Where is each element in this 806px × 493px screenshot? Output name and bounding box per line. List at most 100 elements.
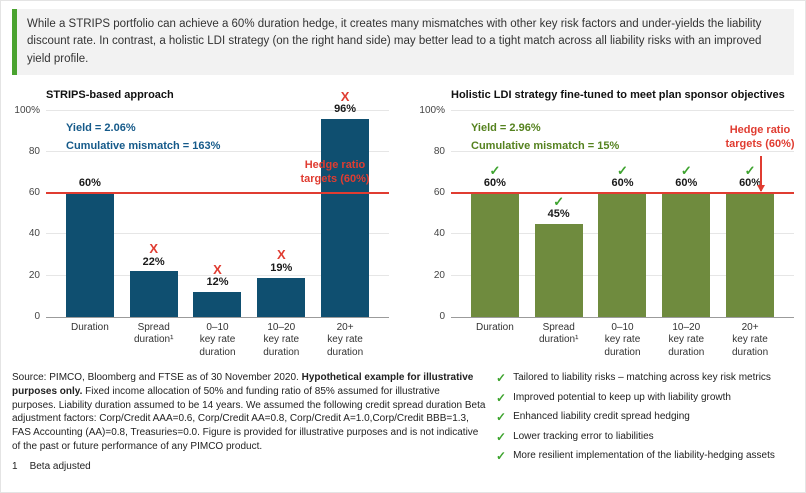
bar-annotation: ✓ 60% — [455, 164, 535, 191]
check-mark-icon: ✓ — [617, 162, 628, 178]
x-axis-label: 20+ key rate duration — [732, 321, 769, 358]
x-axis-label: Duration — [70, 321, 109, 333]
gridline — [451, 150, 794, 152]
x-axis-label: 10–20 key rate duration — [263, 321, 300, 358]
benefit-item: ✓ Improved potential to keep up with liab… — [496, 392, 794, 405]
mismatch-annotation: Cumulative mismatch = 15% — [471, 140, 620, 153]
hedge-ratio-label: Hedge ratio targets (60%) — [300, 158, 370, 185]
intro-text: While a STRIPS portfolio can achieve a 6… — [27, 18, 762, 65]
chart-annotations: Yield = 2.96% Cumulative mismatch = 15% — [471, 119, 619, 156]
benefit-text: Improved potential to keep up with liabi… — [513, 391, 731, 403]
bar-annotation: 60% — [50, 177, 130, 191]
check-mark-icon: ✓ — [744, 162, 756, 178]
benefit-text: More resilient implementation of the lia… — [513, 450, 775, 462]
x-mark-icon: X — [340, 88, 350, 104]
bar-value-label: 45% — [547, 208, 570, 221]
x-axis-labels: Duration Spread duration¹ 0–10 key rate du… — [46, 322, 389, 360]
bars-row: 60% X 22% X 12% X 19% X 96% — [46, 89, 389, 317]
y-tick-label: 20 — [433, 269, 445, 281]
bar-value-label: 96% — [334, 103, 357, 116]
benefit-text: Lower tracking error to liabilities — [513, 430, 654, 442]
yield-annotation: Yield = 2.96% — [471, 121, 541, 134]
x-axis-label: Duration — [475, 321, 514, 333]
gridline — [46, 233, 389, 235]
bar — [321, 119, 370, 317]
y-tick-label: 80 — [28, 145, 40, 157]
bar-group: ✓ 45% — [532, 111, 586, 317]
check-icon: ✓ — [496, 371, 507, 386]
strips-chart: STRIPS-based approach 0 20 40 60 80 100% 60% X 2… — [12, 89, 389, 360]
bar — [598, 193, 647, 317]
benefit-item: ✓ More resilient implementation of the li… — [496, 450, 794, 463]
bar-group: X 22% — [127, 111, 181, 317]
strips-chart-title: STRIPS-based approach — [46, 88, 174, 101]
x-mark-icon: X — [213, 261, 222, 277]
source-text: Source: PIMCO, Bloomberg and FTSE as of … — [12, 372, 302, 384]
footnote-text: Beta adjusted — [29, 461, 91, 473]
bar-group: ✓ 60% — [595, 111, 649, 317]
check-icon: ✓ — [496, 390, 507, 405]
hedge-target-line — [451, 192, 794, 195]
bar-value-label: 60% — [611, 177, 634, 190]
gridline — [46, 109, 389, 111]
bar-annotation: X 22% — [114, 242, 194, 269]
y-tick-label: 60 — [28, 187, 40, 199]
plot-area: 0 20 40 60 80 100% 60% X 22% X 12% X 19% X 96% Yield = … — [14, 89, 389, 321]
benefit-item: ✓ Tailored to liability risks – matching … — [496, 372, 794, 385]
hedge-target-line — [46, 192, 389, 195]
y-tick-label: 40 — [28, 228, 40, 240]
check-mark-icon: ✓ — [680, 162, 692, 178]
bar — [534, 224, 583, 317]
check-mark-icon: ✓ — [553, 193, 565, 209]
bar-value-label: 12% — [206, 276, 229, 289]
check-mark-icon: ✓ — [489, 162, 501, 178]
check-icon: ✓ — [496, 410, 507, 425]
footnote-number: 1 — [12, 461, 18, 473]
x-axis-labels: Duration Spread duration¹ 0–10 key rate du… — [451, 322, 794, 360]
bar — [193, 292, 242, 317]
source-bold-text: Hypothetical example for illustrative pu… — [12, 372, 474, 397]
ldi-chart-canvas: 0 20 40 60 80 100% ✓ 60% ✓ 45% ✓ 60% ✓ 60% ✓ 60% Yield =… — [417, 105, 794, 360]
bar-group: ✓ 60% — [468, 111, 522, 317]
strips-chart-canvas: 0 20 40 60 80 100% 60% X 22% X 12% X 19% X 96% Yield = … — [12, 89, 389, 360]
x-axis-label: Spread duration¹ — [133, 321, 174, 346]
bar-group: X 19% — [254, 111, 308, 317]
gridline — [46, 274, 389, 276]
x-axis-label: 10–20 key rate duration — [668, 321, 705, 358]
bar — [726, 193, 775, 317]
benefits-list: ✓ Tailored to liability risks – matching … — [496, 372, 794, 472]
bar — [257, 277, 306, 317]
bar-value-label: 22% — [142, 255, 165, 268]
ldi-chart-title: Holistic LDI strategy fine-tuned to meet… — [451, 88, 785, 101]
hedge-arrow-icon — [757, 155, 765, 193]
benefit-text: Tailored to liability risks – matching a… — [513, 372, 771, 384]
bar-annotation: ✓ 45% — [519, 195, 599, 222]
x-axis-label: 0–10 key rate duration — [604, 321, 641, 358]
x-mark-icon: X — [149, 241, 159, 257]
bar-annotation: X 12% — [177, 261, 257, 290]
y-tick-label: 100% — [419, 104, 445, 116]
y-tick-label: 0 — [439, 310, 445, 322]
y-tick-label: 80 — [433, 145, 445, 157]
footnote: 1 Beta adjusted — [12, 461, 486, 472]
bar-value-label: 60% — [739, 177, 762, 190]
bar-group: X 12% — [190, 111, 244, 317]
bar-annotation: X 19% — [241, 248, 321, 275]
bar-group: ✓ 60% — [723, 111, 777, 317]
bar-group: X 96% — [318, 89, 372, 317]
x-axis-label: Spread duration¹ — [538, 321, 579, 346]
bar-value-label: 60% — [483, 177, 506, 190]
bar-annotation: ✓ 60% — [582, 164, 662, 191]
x-mark-icon: X — [276, 247, 286, 263]
y-tick-label: 100% — [14, 104, 40, 116]
y-tick-label: 20 — [28, 269, 40, 281]
bar — [129, 271, 178, 317]
gridline — [46, 150, 389, 152]
benefit-item: ✓ Enhanced liability credit spread hedgin… — [496, 411, 794, 424]
x-axis-label: 0–10 key rate duration — [199, 321, 236, 358]
benefit-item: ✓ Lower tracking error to liabilities — [496, 431, 794, 444]
bar — [470, 193, 519, 317]
bar-value-label: 60% — [78, 177, 101, 190]
source-text-rest: Fixed income allocation of 50% and fundi… — [12, 385, 486, 452]
plot-area: 0 20 40 60 80 100% ✓ 60% ✓ 45% ✓ 60% ✓ 60% ✓ 60% Yield =… — [419, 105, 794, 321]
